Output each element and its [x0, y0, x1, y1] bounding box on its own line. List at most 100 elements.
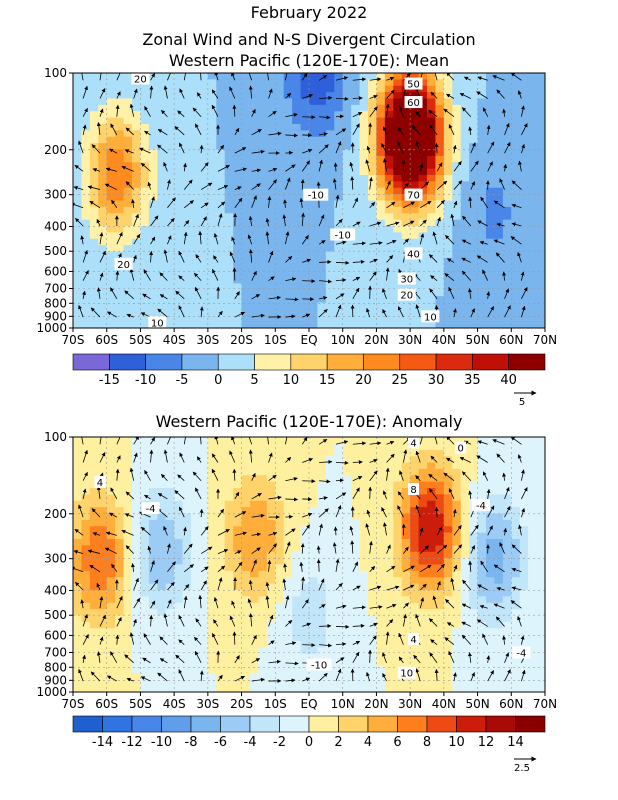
wind-vector [285, 255, 293, 263]
wind-vector [319, 132, 328, 137]
wind-vector [175, 290, 185, 300]
wind-vector [163, 249, 168, 263]
contour-label-bg [131, 73, 150, 85]
wind-vector [91, 508, 101, 518]
wind-vector [511, 567, 522, 573]
wind-vector [419, 437, 423, 445]
wind-vector [268, 659, 281, 664]
wind-vector [82, 249, 88, 263]
wind-vector [419, 163, 424, 172]
wind-vector [121, 529, 134, 536]
wind-vector [419, 233, 425, 245]
wind-vector [200, 216, 207, 227]
wind-vector [369, 441, 382, 446]
wind-vector [521, 287, 528, 300]
wind-vector [335, 260, 350, 265]
wind-vector [106, 311, 118, 318]
wind-vector [268, 167, 278, 172]
wind-vector [268, 295, 281, 300]
contour-label: 20 [117, 260, 130, 271]
wind-vector [415, 140, 421, 154]
wind-vector [502, 108, 507, 117]
wind-vector [115, 104, 120, 117]
wind-vector [211, 268, 219, 281]
wind-vector [520, 635, 525, 645]
wind-vector [453, 544, 463, 554]
panel2-title: Western Pacific (120E-170E): Anomaly [156, 412, 463, 431]
wind-vector [248, 215, 253, 227]
wind-vector [157, 308, 168, 318]
wind-vector [90, 307, 101, 318]
x-tick-label: 70S [62, 333, 85, 347]
wind-vector [415, 304, 421, 318]
wind-vector [365, 159, 371, 172]
wind-vector [503, 163, 508, 172]
wind-vector [369, 566, 376, 573]
wind-vector [167, 197, 176, 209]
wind-vector [397, 141, 404, 154]
wind-vector [333, 162, 338, 172]
mean-panel: 20 20 10 -10 -10 50 60 70 40 30 20 10 70S 60S 50S 40S 30… [36, 66, 557, 347]
wind-vector [234, 655, 240, 664]
wind-vector [386, 565, 396, 573]
wind-vector [251, 183, 261, 190]
wind-vector [332, 542, 337, 554]
wind-vector [124, 654, 134, 664]
wind-vector [518, 524, 522, 536]
wind-vector [369, 458, 378, 463]
colorbar-tick-label: 0 [214, 373, 222, 388]
wind-vector [131, 563, 135, 572]
wind-vector [90, 671, 101, 682]
wind-vector [448, 650, 455, 664]
wind-vector [234, 511, 247, 518]
wind-vector [333, 526, 338, 536]
wind-vector [352, 623, 365, 628]
wind-vector [511, 222, 522, 227]
wind-vector [80, 599, 85, 609]
wind-vector [251, 129, 262, 136]
wind-vector [434, 142, 439, 154]
contour-label: 10 [400, 669, 413, 680]
contour-labels: 4 -4 4 8 4 0 -4 -4 -10 10 [94, 437, 531, 680]
wind-vector [302, 258, 311, 263]
wind-vector [461, 471, 472, 481]
wind-vector [285, 514, 294, 519]
wind-vector [178, 250, 185, 263]
wind-vector [234, 491, 240, 500]
anomaly-panel: 4 -4 4 8 4 0 -4 -4 -10 10 70S 60S 50S 40S 30S 20S 10S EQ 1… [36, 430, 557, 711]
wind-vector [480, 196, 489, 209]
wind-vector [386, 585, 400, 591]
wind-vector [302, 479, 316, 484]
wind-vector [166, 543, 171, 554]
wind-vector [150, 437, 156, 445]
wind-vector [231, 437, 236, 445]
colorbar-swatch [435, 353, 473, 371]
wind-vector [511, 180, 522, 190]
wind-vector [200, 526, 209, 536]
wind-vector [217, 144, 225, 154]
wind-vector [369, 585, 382, 591]
wind-vector [159, 272, 168, 281]
wind-vector [369, 470, 378, 481]
wind-vector [352, 276, 361, 282]
wind-vector [96, 121, 101, 135]
wind-vector [302, 115, 316, 120]
x-tick-label: EQ [300, 333, 317, 347]
wind-vector [144, 494, 151, 500]
wind-vector [79, 73, 84, 81]
wind-vector [385, 267, 390, 281]
wind-vector [163, 449, 168, 463]
wind-vector [198, 594, 203, 609]
wind-vector [247, 73, 253, 81]
wind-vector [482, 471, 489, 481]
wind-vector [268, 640, 275, 645]
wind-vector [436, 216, 441, 227]
wind-vector [479, 240, 488, 245]
wind-vector [161, 109, 168, 117]
contour-label: -4 [516, 649, 526, 660]
wind-vector [350, 176, 355, 190]
wind-vector [493, 603, 505, 609]
wind-vector [129, 268, 135, 281]
wind-vector [217, 674, 223, 682]
wind-vector [200, 437, 202, 445]
